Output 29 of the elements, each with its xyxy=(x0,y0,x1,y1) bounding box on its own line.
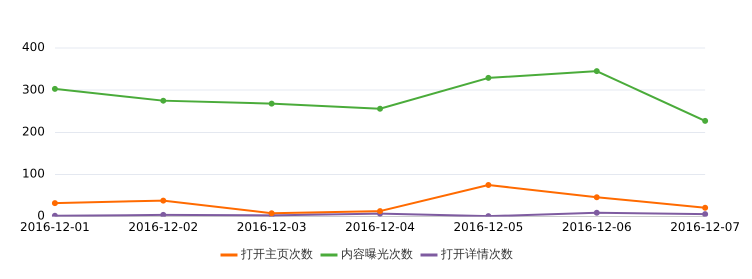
y-tick-label: 400 xyxy=(22,40,45,54)
y-tick-label: 100 xyxy=(22,166,45,181)
point xyxy=(52,200,58,206)
x-tick-label: 2016-12-02 xyxy=(128,220,198,234)
x-tick-label: 2016-12-05 xyxy=(454,220,524,234)
point xyxy=(268,100,275,107)
point xyxy=(485,74,492,81)
point xyxy=(594,194,600,200)
point xyxy=(702,211,708,217)
x-tick-label: 2016-12-03 xyxy=(236,220,307,234)
x-tick-label: 2016-12-04 xyxy=(345,220,415,234)
point xyxy=(702,204,708,211)
legend-label: 打开详情次数 xyxy=(440,247,513,262)
point xyxy=(377,208,384,214)
legend-label: 打开主页次数 xyxy=(240,247,313,262)
legend-label: 内容曝光次数 xyxy=(341,247,413,262)
point xyxy=(160,212,166,217)
point xyxy=(702,118,708,124)
x-tick-label: 2016-12-07 xyxy=(670,220,740,234)
point xyxy=(485,182,492,188)
point xyxy=(160,198,166,204)
point xyxy=(594,68,600,74)
point xyxy=(594,210,600,216)
y-tick-label: 200 xyxy=(22,124,45,138)
x-tick-label: 2016-12-06 xyxy=(562,220,632,234)
point xyxy=(377,106,384,112)
point xyxy=(160,98,166,104)
y-tick-label: 300 xyxy=(22,82,45,96)
point xyxy=(52,86,58,92)
